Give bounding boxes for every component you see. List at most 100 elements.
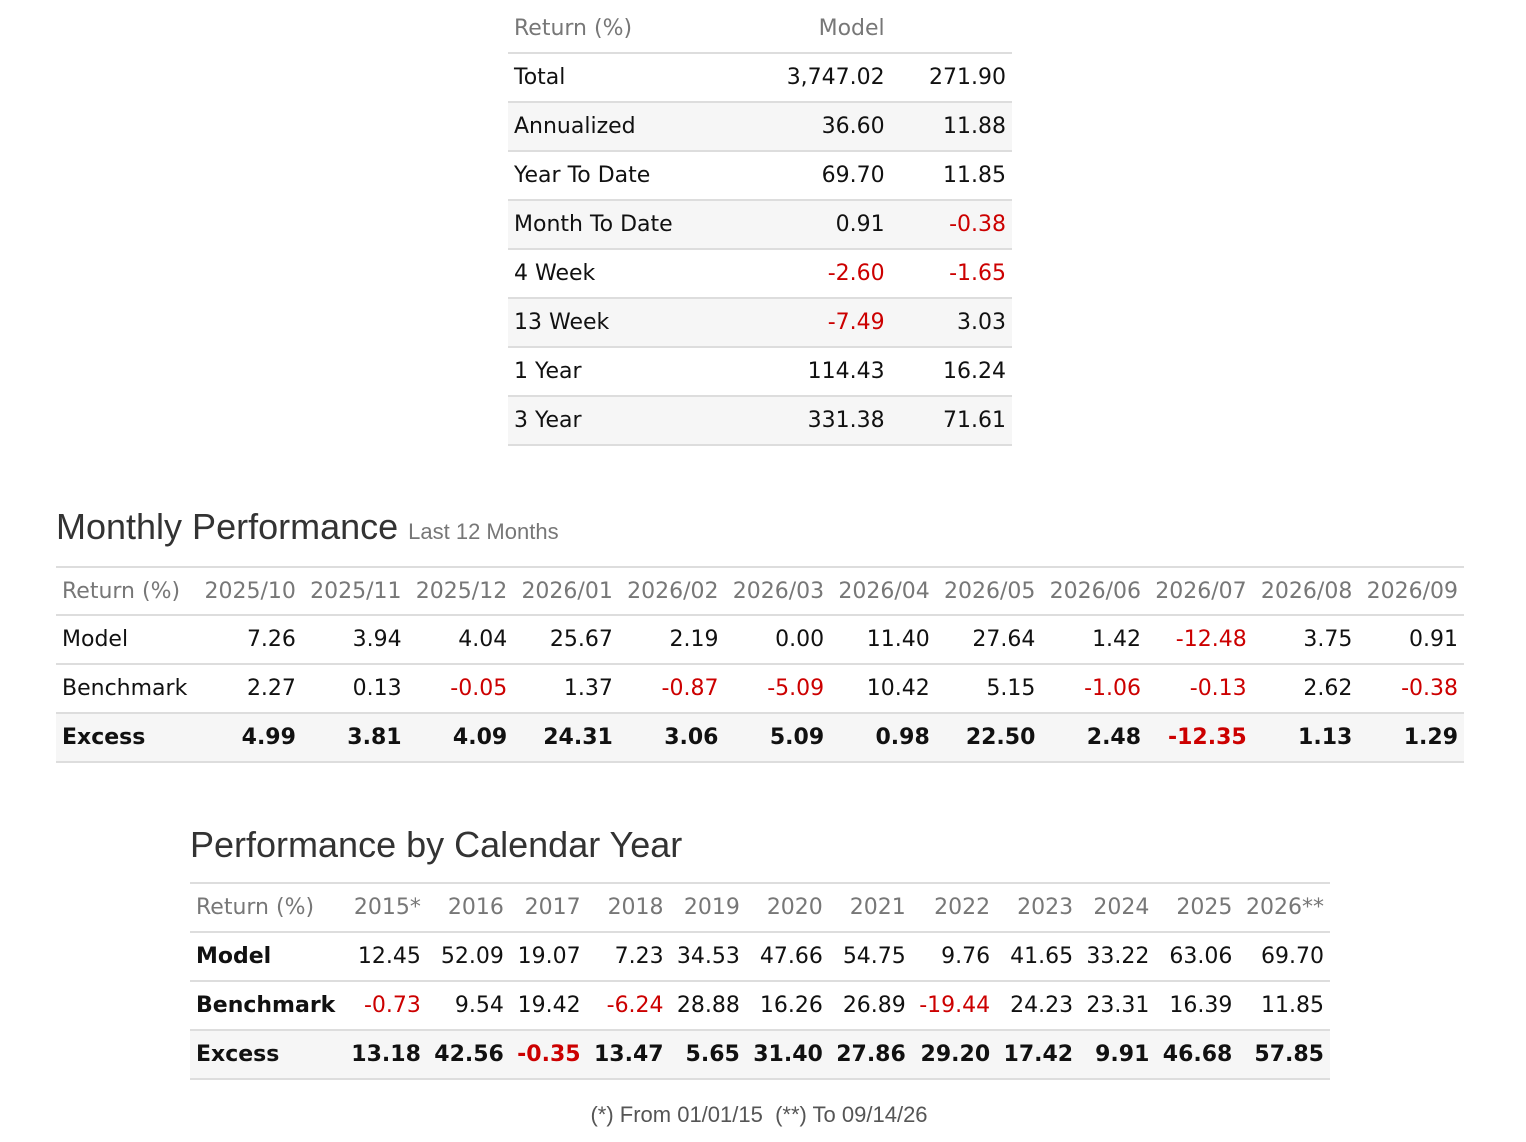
monthly-value: 0.98 xyxy=(875,725,930,750)
monthly-value: 24.31 xyxy=(543,725,613,750)
yearly-value: 12.45 xyxy=(357,944,421,969)
summary-body: Total 3,747.02 271.90 Annualized 36.60 11.88 Y… xyxy=(508,53,1012,445)
yearly-value: 63.06 xyxy=(1169,944,1233,969)
monthly-value: -5.09 xyxy=(767,676,825,701)
summary-benchmark-value: 3.03 xyxy=(957,310,1006,335)
yearly-value: 7.23 xyxy=(614,944,664,969)
monthly-header-month: 2026/01 xyxy=(521,578,613,604)
yearly-value: -0.35 xyxy=(517,1042,581,1067)
monthly-value: 1.37 xyxy=(563,676,613,701)
monthly-value: -0.87 xyxy=(661,676,719,701)
monthly-value: -12.35 xyxy=(1167,725,1247,750)
summary-row: Annualized 36.60 11.88 xyxy=(508,102,1012,151)
yearly-row-excess: Excess 13.18 42.56 -0.35 13.47 5.65 31.40 27.86… xyxy=(190,1030,1330,1079)
yearly-value: 16.26 xyxy=(759,993,823,1018)
yearly-value: 13.18 xyxy=(351,1042,421,1067)
summary-model-value: 69.70 xyxy=(821,163,885,188)
summary-header-return: Return (%) xyxy=(514,16,633,41)
yearly-value: 23.31 xyxy=(1086,993,1150,1018)
monthly-value: 11.40 xyxy=(866,627,930,652)
yearly-value: 19.07 xyxy=(517,944,581,969)
yearly-header-year: 2024 xyxy=(1093,895,1150,920)
yearly-value: 31.40 xyxy=(753,1042,823,1067)
summary-model-value: 331.38 xyxy=(807,408,885,433)
yearly-header-year: 2022 xyxy=(934,895,991,920)
yearly-header-return: Return (%) xyxy=(196,895,315,920)
monthly-body: Model 7.26 3.94 4.04 25.67 2.19 0.00 11.40 27.64… xyxy=(56,615,1464,762)
monthly-header-month: 2026/03 xyxy=(732,578,825,604)
monthly-value: -12.48 xyxy=(1175,627,1247,652)
yearly-value: 26.89 xyxy=(842,993,906,1018)
yearly-row-label: Excess xyxy=(196,1042,280,1067)
monthly-header-month: 2026/09 xyxy=(1366,578,1458,604)
date-range-footnote: (*) From 01/01/15 (**) To 09/14/26 xyxy=(590,1102,928,1127)
yearly-value: 46.68 xyxy=(1162,1042,1233,1067)
summary-row-label: 4 Week xyxy=(514,261,596,286)
monthly-header-month: 2026/06 xyxy=(1049,578,1142,604)
summary-row: Year To Date 69.70 11.85 xyxy=(508,151,1012,200)
monthly-row-label: Benchmark xyxy=(62,676,188,701)
monthly-value: 10.42 xyxy=(866,676,930,701)
monthly-subtitle: Last 12 Months xyxy=(408,519,559,544)
yearly-value: 16.39 xyxy=(1169,993,1233,1018)
summary-benchmark-value: 11.85 xyxy=(943,163,1006,188)
yearly-row-label: Benchmark xyxy=(196,993,336,1018)
summary-header-row: Return (%) Model xyxy=(508,5,1012,53)
yearly-value: 34.53 xyxy=(676,944,740,969)
monthly-header-row: Return (%) 2025/10 2025/11 2025/12 2026/01 2… xyxy=(56,567,1464,615)
yearly-value: -19.44 xyxy=(919,993,991,1018)
summary-row: 4 Week -2.60 -1.65 xyxy=(508,249,1012,298)
monthly-header-month: 2025/10 xyxy=(204,578,296,604)
monthly-value: 0.13 xyxy=(352,676,402,701)
yearly-value: 19.42 xyxy=(517,993,581,1018)
yearly-body: Model 12.45 52.09 19.07 7.23 34.53 47.66 54.75 9… xyxy=(190,932,1330,1079)
calendar-year-table: Return (%) 2015* 2016 2017 2018 2019 2020 2021… xyxy=(190,882,1330,1080)
yearly-value: 47.66 xyxy=(759,944,823,969)
monthly-value: 5.09 xyxy=(769,725,825,750)
monthly-performance-table: Return (%) 2025/10 2025/11 2025/12 2026/01 2… xyxy=(56,566,1464,763)
monthly-value: 0.91 xyxy=(1409,627,1458,652)
yearly-value: 42.56 xyxy=(434,1042,504,1067)
monthly-value: 0.00 xyxy=(775,627,825,652)
monthly-value: 27.64 xyxy=(972,627,1036,652)
summary-header-benchmark xyxy=(891,5,1012,53)
summary-row: Month To Date 0.91 -0.38 xyxy=(508,200,1012,249)
monthly-value: 4.09 xyxy=(452,725,508,750)
yearly-header-year: 2015* xyxy=(353,895,421,920)
yearly-value: 9.91 xyxy=(1095,1042,1150,1067)
yearly-header-year: 2023 xyxy=(1017,895,1074,920)
yearly-header-year: 2018 xyxy=(607,895,664,920)
summary-model-value: 36.60 xyxy=(821,114,885,139)
monthly-header-month: 2026/02 xyxy=(627,578,719,604)
monthly-value: -0.05 xyxy=(450,676,508,701)
yearly-value: -0.73 xyxy=(363,993,421,1018)
yearly-value: 24.23 xyxy=(1010,993,1074,1018)
monthly-value: 22.50 xyxy=(965,725,1036,750)
summary-row-label: Month To Date xyxy=(514,212,673,237)
yearly-header-year: 2016 xyxy=(447,895,504,920)
yearly-value: 17.42 xyxy=(1003,1042,1074,1067)
calendar-year-title: Performance by Calendar Year xyxy=(190,824,683,865)
monthly-row-benchmark: Benchmark 2.27 0.13 -0.05 1.37 -0.87 -5.09 10.4… xyxy=(56,664,1464,713)
summary-benchmark-value: 16.24 xyxy=(943,359,1006,384)
yearly-header-year: 2021 xyxy=(849,895,906,920)
yearly-value: 9.54 xyxy=(454,993,504,1018)
monthly-value: 3.81 xyxy=(347,725,402,750)
monthly-value: 25.67 xyxy=(549,627,613,652)
summary-row-label: Year To Date xyxy=(514,163,651,188)
summary-returns-table: Return (%) Model Total 3,747.02 271.90 Annu… xyxy=(508,5,1012,446)
monthly-value: 3.94 xyxy=(352,627,402,652)
yearly-value: 33.22 xyxy=(1086,944,1150,969)
summary-model-value: -2.60 xyxy=(827,261,885,286)
monthly-header-month: 2026/07 xyxy=(1155,578,1247,604)
yearly-value: 11.85 xyxy=(1261,993,1324,1018)
yearly-header-year: 2026** xyxy=(1246,895,1324,920)
monthly-value: 1.29 xyxy=(1403,725,1458,750)
yearly-header-year: 2025 xyxy=(1176,895,1233,920)
yearly-value: 69.70 xyxy=(1261,944,1324,969)
summary-model-value: 3,747.02 xyxy=(786,65,885,90)
monthly-header-month: 2026/04 xyxy=(838,578,930,604)
monthly-header-month: 2026/05 xyxy=(944,578,1036,604)
monthly-title-text: Monthly Performance xyxy=(56,506,399,547)
